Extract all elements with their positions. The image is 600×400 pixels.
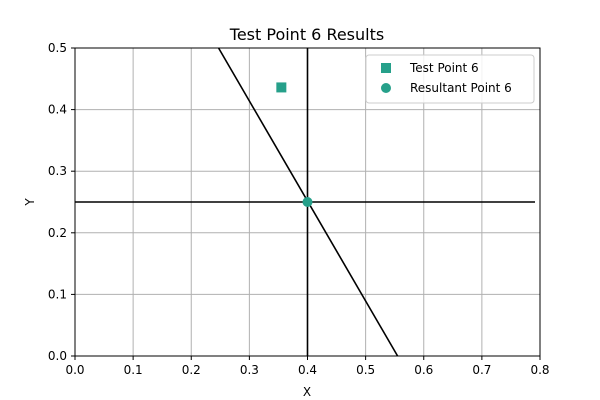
- x-axis-label: X: [303, 385, 311, 399]
- y-tick-label: 0.3: [48, 164, 67, 178]
- legend: Test Point 6 Resultant Point 6: [365, 54, 535, 104]
- data-points: [276, 82, 313, 207]
- x-tick-label: 0.7: [472, 363, 491, 377]
- axis-ticks: 0.0 0.1 0.2 0.3 0.4 0.5 0.6 0.7 0.8 0.0 0.1 0.2 0.3 0…: [48, 41, 550, 377]
- legend-box: [365, 54, 535, 104]
- y-axis-label: Y: [23, 198, 37, 207]
- chart-title: Test Point 6 Results: [229, 25, 384, 44]
- y-tick-label: 0.2: [48, 226, 67, 240]
- test-point-marker: [276, 82, 287, 93]
- y-tick-label: 0.1: [48, 287, 67, 301]
- resultant-point-marker: [302, 197, 313, 207]
- y-tick-label: 0.0: [48, 349, 67, 363]
- x-tick-label: 0.2: [182, 363, 201, 377]
- y-tick-label: 0.4: [48, 103, 67, 117]
- x-tick-label: 0.6: [414, 363, 433, 377]
- legend-marker-test-point: [381, 63, 391, 73]
- legend-marker-resultant-point: [381, 83, 391, 93]
- x-tick-label: 0.0: [65, 363, 84, 377]
- x-tick-label: 0.8: [530, 363, 549, 377]
- x-tick-label: 0.4: [298, 363, 317, 377]
- x-tick-label: 0.1: [124, 363, 143, 377]
- legend-label-resultant-point: Resultant Point 6: [410, 81, 512, 95]
- y-tick-label: 0.5: [48, 41, 67, 55]
- x-tick-label: 0.3: [240, 363, 259, 377]
- legend-label-test-point: Test Point 6: [409, 61, 479, 75]
- x-tick-label: 0.5: [356, 363, 375, 377]
